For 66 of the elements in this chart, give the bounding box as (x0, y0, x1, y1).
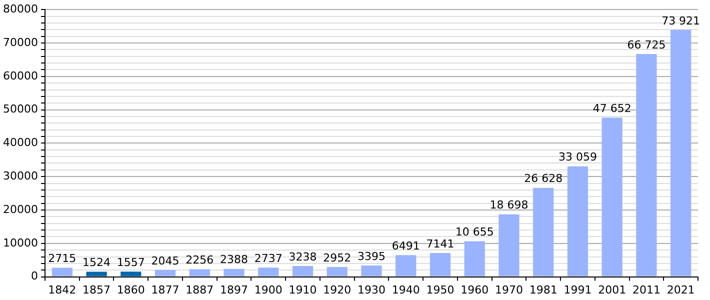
y-tick-label: 80000 (2, 2, 38, 16)
y-tick-label: 60000 (2, 69, 38, 82)
bar (636, 54, 657, 276)
data-label: 10 655 (455, 226, 494, 239)
x-tick-label: 1842 (48, 283, 76, 296)
bar (258, 268, 279, 276)
x-tick-label: 1877 (151, 283, 180, 296)
data-label: 18 698 (490, 198, 528, 212)
x-tick-label: 2001 (598, 283, 626, 296)
y-tick-label: 10000 (2, 236, 38, 250)
x-tick-label: 1910 (288, 283, 317, 296)
data-label: 2715 (48, 252, 76, 266)
x-tick-label: 1981 (529, 283, 558, 296)
data-label: 2045 (151, 254, 180, 268)
bar (430, 252, 451, 276)
x-tick-label: 1920 (323, 283, 352, 296)
bar (396, 255, 416, 276)
data-label: 2952 (323, 251, 352, 264)
data-label: 7141 (426, 237, 454, 250)
y-tick-label: 30000 (2, 169, 38, 182)
x-tick-label: 1900 (254, 283, 282, 296)
x-tick-label: 1897 (220, 283, 248, 296)
y-tick-label: 40000 (2, 136, 38, 150)
data-label: 6491 (392, 239, 420, 252)
y-tick-label: 50000 (2, 102, 38, 116)
data-label: 2388 (220, 253, 248, 266)
data-label: 3238 (288, 250, 317, 264)
x-tick-label: 1950 (426, 283, 454, 296)
x-tick-label: 1930 (357, 283, 386, 296)
bar (670, 30, 692, 276)
x-tick-label: 1940 (392, 283, 420, 296)
x-tick-label: 1860 (116, 283, 145, 296)
bar (120, 272, 142, 276)
bar (86, 272, 107, 276)
bar (292, 266, 314, 276)
bar (361, 265, 382, 276)
data-label: 66 725 (627, 38, 666, 52)
x-tick-label: 1887 (186, 283, 214, 296)
y-tick-label: 20000 (2, 202, 38, 216)
data-label: 3395 (357, 250, 386, 263)
bar (154, 270, 176, 276)
bar (326, 266, 348, 276)
bar (533, 188, 554, 276)
x-tick-label: 2011 (632, 283, 660, 296)
y-tick-label: 70000 (2, 36, 38, 49)
data-label: 1524 (82, 256, 111, 270)
x-tick-label: 1991 (564, 283, 592, 296)
data-label: 2737 (254, 252, 282, 266)
bar (52, 268, 72, 276)
y-tick-label: 0 (30, 270, 38, 283)
bar (189, 269, 210, 276)
bar (224, 268, 244, 276)
x-tick-label: 1960 (460, 283, 489, 296)
data-label: 33 059 (558, 150, 597, 164)
bar (567, 166, 588, 276)
bar (602, 118, 622, 276)
x-tick-label: 1970 (494, 283, 523, 296)
data-label: 73 921 (662, 14, 700, 28)
x-tick-label: 1857 (82, 283, 111, 296)
bar (498, 214, 520, 276)
bar (464, 241, 485, 276)
data-label: 26 628 (524, 172, 563, 186)
data-label: 1557 (116, 256, 145, 269)
x-tick-label: 2021 (666, 283, 695, 296)
data-label: 2256 (186, 254, 214, 267)
data-label: 47 652 (592, 102, 632, 115)
